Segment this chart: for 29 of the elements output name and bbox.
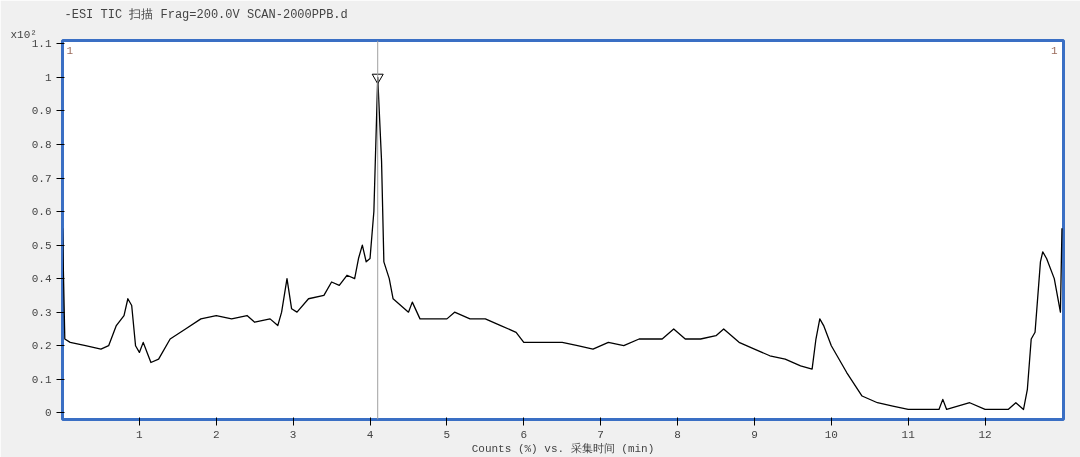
y-tick-label: 0.2 (31, 340, 52, 353)
x-tick-label: 8 (674, 428, 681, 441)
chart-title: -ESI TIC 扫描 Frag=200.0V SCAN-2000PPB.d (64, 7, 348, 22)
y-tick-label: 0 (44, 407, 52, 420)
x-tick-label: 7 (597, 428, 604, 441)
y-tick-label: 0.4 (31, 273, 52, 286)
annotation: 1 (1050, 44, 1058, 57)
x-tick-label: 1 (136, 428, 144, 441)
x-tick-label: 6 (520, 428, 528, 441)
y-tick-label: 1 (44, 71, 52, 84)
x-tick-label: 2 (212, 428, 220, 441)
y-axis-title: x10² (10, 28, 37, 41)
x-axis-title: Counts (%) vs. 采集时间 (min) (471, 441, 655, 455)
x-tick-label: 9 (751, 428, 758, 441)
x-tick-label: 3 (289, 428, 297, 441)
y-tick-label: 1.1 (31, 38, 52, 51)
y-tick-label: 0.3 (31, 306, 52, 319)
x-tick-label: 5 (443, 428, 451, 441)
y-tick-label: 0.6 (31, 206, 52, 219)
x-tick-label: 4 (366, 428, 374, 441)
x-tick-label: 11 (901, 428, 916, 441)
y-tick-label: 0.1 (31, 373, 52, 386)
annotation: 1 (66, 44, 74, 57)
x-tick-label: 12 (978, 428, 992, 441)
y-tick-label: 0.8 (31, 138, 52, 151)
y-tick-label: 0.5 (31, 239, 52, 252)
y-tick-label: 0.9 (31, 105, 52, 118)
y-tick-label: 0.7 (31, 172, 52, 185)
x-tick-label: 10 (824, 428, 838, 441)
